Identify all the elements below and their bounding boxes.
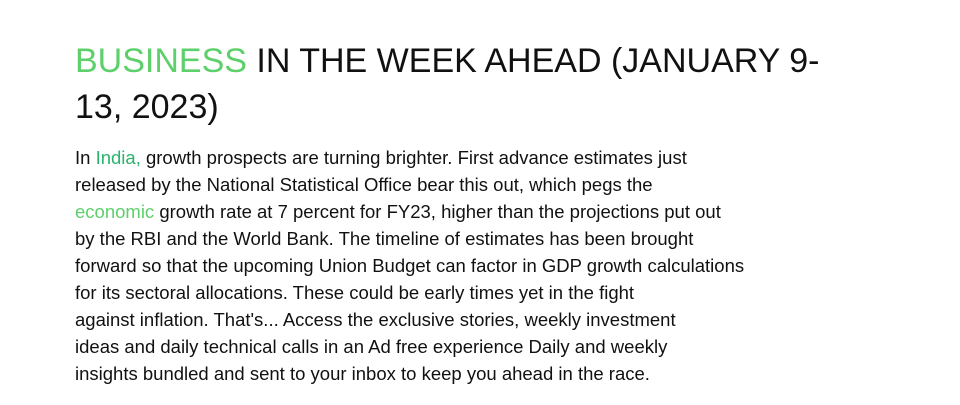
body-line: released by the National Statistical Off… <box>75 174 653 195</box>
india-link[interactable]: India, <box>95 147 141 168</box>
headline-text: IN THE WEEK AHEAD (JANUARY 9-13, 2023) <box>75 42 820 126</box>
article-body: In India, growth prospects are turning b… <box>75 144 895 387</box>
body-line: against inflation. That's... Access the … <box>75 309 676 330</box>
body-line: In India, growth prospects are turning b… <box>75 144 895 171</box>
body-text-segment: growth rate at 7 percent for FY23, highe… <box>154 201 721 222</box>
body-line: by the RBI and the World Bank. The timel… <box>75 228 694 249</box>
body-text-segment: In <box>75 147 96 168</box>
body-line: ideas and daily technical calls in an Ad… <box>75 336 668 357</box>
economic-link[interactable]: economic <box>75 201 155 222</box>
body-line: economic growth rate at 7 percent for FY… <box>75 198 895 225</box>
body-line: insights bundled and sent to your inbox … <box>75 363 650 384</box>
headline-kicker: BUSINESS <box>75 42 247 80</box>
article: BUSINESS IN THE WEEK AHEAD (JANUARY 9-13… <box>75 38 895 387</box>
body-line: forward so that the upcoming Union Budge… <box>75 255 745 276</box>
body-line: for its sectoral allocations. These coul… <box>75 282 635 303</box>
headline: BUSINESS IN THE WEEK AHEAD (JANUARY 9-13… <box>75 38 835 130</box>
body-text-segment: growth prospects are turning brighter. F… <box>140 147 687 168</box>
